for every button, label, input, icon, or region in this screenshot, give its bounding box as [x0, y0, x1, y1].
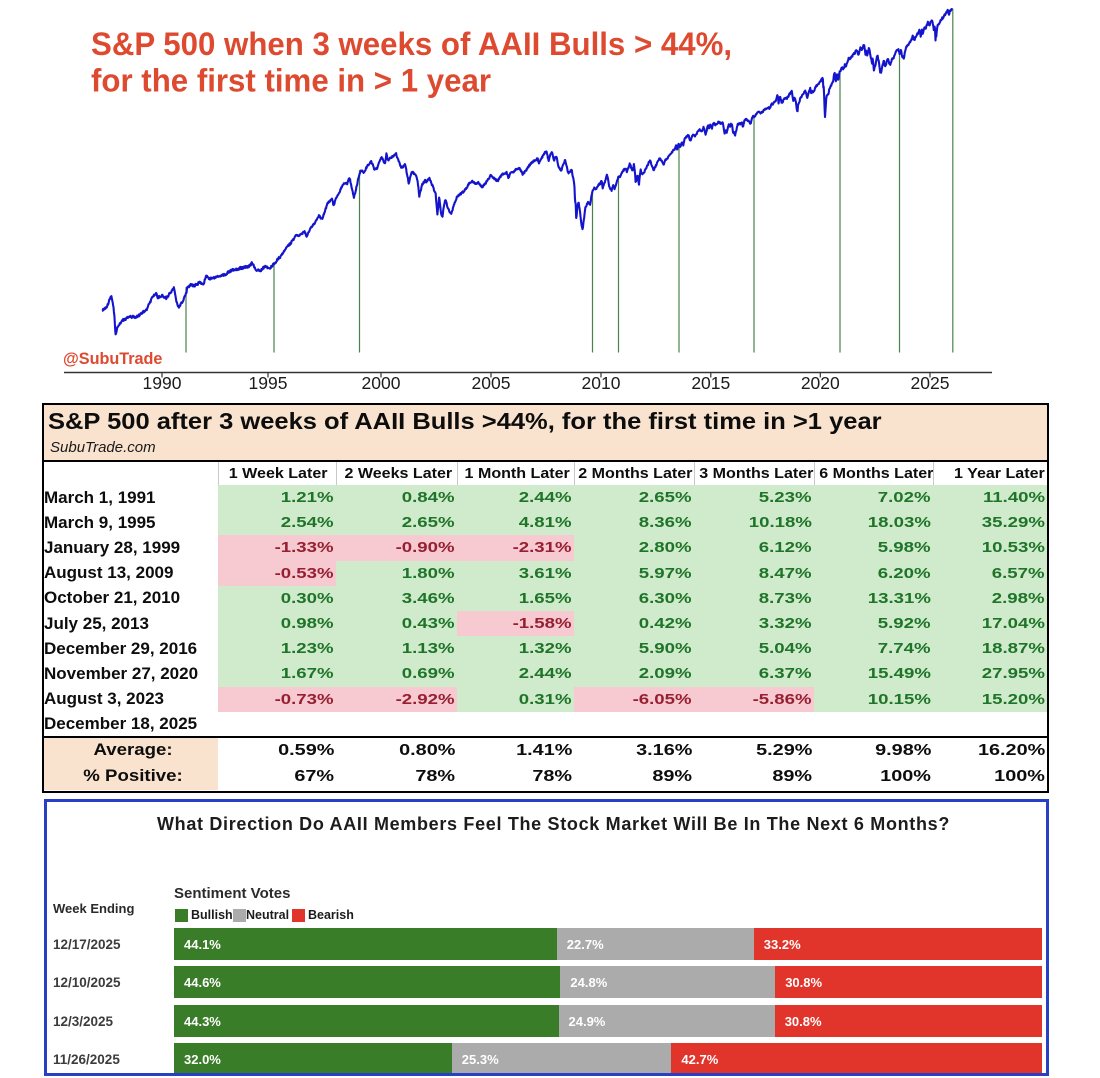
svg-text:2010: 2010	[582, 373, 621, 393]
svg-text:@SubuTrade: @SubuTrade	[63, 350, 162, 368]
svg-text:2005: 2005	[472, 373, 511, 393]
svg-text:2020: 2020	[801, 373, 840, 393]
svg-text:2015: 2015	[691, 373, 730, 393]
svg-text:1990: 1990	[143, 373, 182, 393]
svg-text:1995: 1995	[249, 373, 288, 393]
svg-text:S&P 500 when 3 weeks of AAII B: S&P 500 when 3 weeks of AAII Bulls > 44%…	[91, 26, 732, 62]
svg-text:2000: 2000	[362, 373, 401, 393]
svg-text:2025: 2025	[911, 373, 950, 393]
svg-text:for the first time in > 1 year: for the first time in > 1 year	[91, 63, 491, 99]
